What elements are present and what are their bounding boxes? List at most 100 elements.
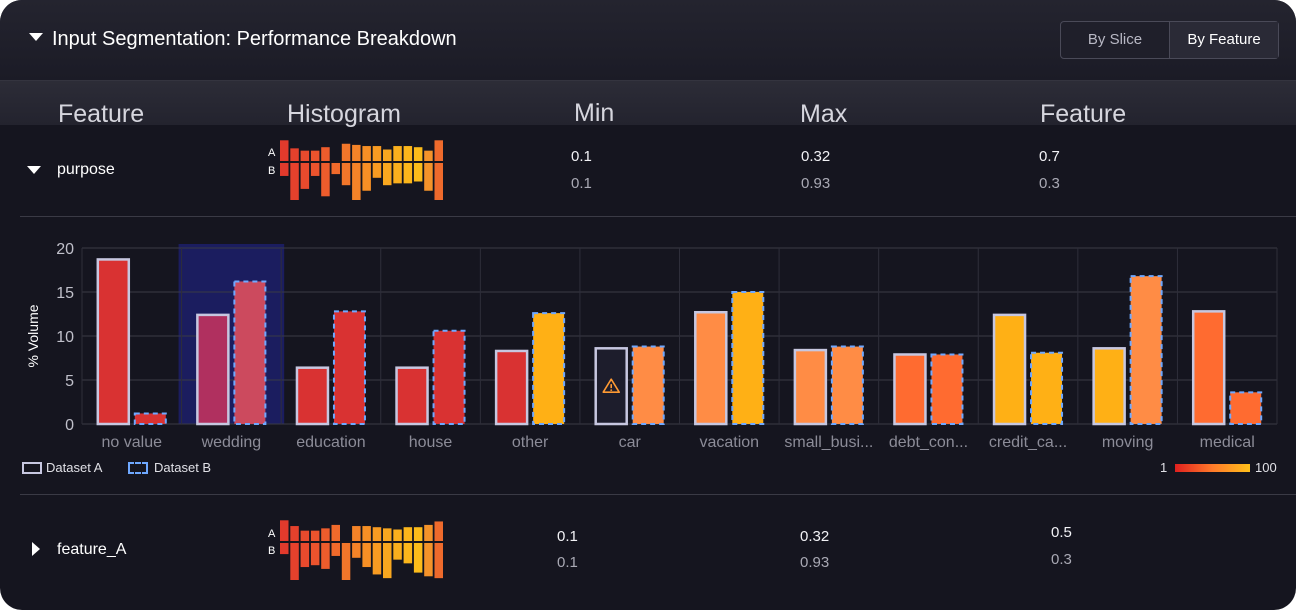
feature-value-b: 0.3 xyxy=(1039,175,1060,192)
hist-bar-b xyxy=(434,543,443,579)
y-tick-label: 20 xyxy=(56,241,74,258)
x-tick-label: credit_ca... xyxy=(989,434,1067,451)
hist-bar-a xyxy=(290,526,299,541)
collapse-triangle-icon[interactable] xyxy=(29,33,43,41)
bar-dataset-a[interactable] xyxy=(1191,310,1226,426)
hist-bar-a xyxy=(424,524,433,541)
feature-value-a: 0.7 xyxy=(1039,148,1060,165)
bar-dataset-a[interactable] xyxy=(694,310,728,426)
bar-dataset-a[interactable] xyxy=(594,347,628,426)
bar-dataset-a[interactable] xyxy=(96,258,131,426)
x-tick-label: education xyxy=(296,434,365,451)
bar-dataset-b[interactable] xyxy=(731,291,765,425)
by-slice-button[interactable]: By Slice xyxy=(1061,22,1170,58)
x-tick-label: car xyxy=(619,434,642,451)
hist-bar-b xyxy=(352,163,361,200)
bar-dataset-b[interactable] xyxy=(1030,351,1064,425)
row-divider xyxy=(20,216,1296,217)
hist-label-b: B xyxy=(268,545,276,557)
hist-bar-a xyxy=(403,146,413,161)
bar-dataset-a[interactable] xyxy=(992,313,1027,426)
min-value-b: 0.1 xyxy=(557,554,578,571)
y-tick-label: 5 xyxy=(65,373,74,390)
y-tick-label: 15 xyxy=(56,285,74,302)
hist-bar-b xyxy=(372,163,382,178)
bar-dataset-b[interactable] xyxy=(432,329,466,425)
hist-bar-a xyxy=(434,140,443,161)
hist-bar-b xyxy=(372,543,382,575)
bar-dataset-a[interactable] xyxy=(395,366,429,426)
hist-bar-b xyxy=(310,163,320,176)
hist-bar-b xyxy=(290,543,299,580)
purpose-mini-histogram xyxy=(280,140,443,200)
bar-dataset-b[interactable] xyxy=(1229,391,1263,426)
highlighted-category-band xyxy=(178,244,285,424)
y-tick-label: 0 xyxy=(65,417,74,434)
x-tick-label: medical xyxy=(1200,434,1255,451)
by-feature-button[interactable]: By Feature xyxy=(1170,22,1278,58)
bar-dataset-b[interactable] xyxy=(930,353,964,425)
hist-bar-b xyxy=(331,163,340,175)
hist-bar-a xyxy=(310,150,320,161)
expand-triangle-icon[interactable] xyxy=(27,166,41,174)
bar-dataset-a[interactable] xyxy=(196,313,230,426)
panel-title: Input Segmentation: Performance Breakdow… xyxy=(52,28,457,50)
bar-dataset-b[interactable] xyxy=(233,280,267,425)
row-name-purpose[interactable]: purpose xyxy=(57,161,115,178)
hist-bar-a xyxy=(310,530,320,541)
dataset-a-swatch xyxy=(22,462,42,474)
hist-bar-a xyxy=(393,529,402,541)
x-tick-label: debt_con... xyxy=(889,434,968,451)
x-tick-label: no value xyxy=(102,434,163,451)
row-name-feature-a[interactable]: feature_A xyxy=(57,541,127,558)
hist-bar-b xyxy=(393,543,402,560)
min-value-b: 0.1 xyxy=(571,175,592,192)
panel-header: Input Segmentation: Performance Breakdow… xyxy=(0,0,1296,81)
hist-bar-a xyxy=(300,150,310,161)
hist-bar-b xyxy=(434,163,443,200)
table-header xyxy=(0,81,1296,125)
hist-bar-a xyxy=(383,528,392,541)
row-divider xyxy=(20,494,1296,495)
x-tick-label: moving xyxy=(1102,434,1154,451)
column-header-min: Min xyxy=(574,99,615,127)
bar-dataset-a[interactable] xyxy=(1092,347,1126,426)
hist-bar-b xyxy=(300,163,310,189)
bar-dataset-a[interactable] xyxy=(793,348,828,426)
view-toggle: By Slice By Feature xyxy=(1060,21,1279,59)
hist-label-a: A xyxy=(268,147,276,159)
bar-dataset-b[interactable] xyxy=(332,310,366,425)
hist-bar-b xyxy=(280,163,289,176)
max-value-a: 0.32 xyxy=(800,528,830,545)
bar-dataset-b[interactable] xyxy=(631,345,665,425)
hist-bar-b xyxy=(300,543,310,568)
hist-bar-a xyxy=(290,148,299,161)
hist-bar-a xyxy=(352,144,361,161)
hist-bar-b xyxy=(383,163,392,186)
hist-bar-b xyxy=(393,163,402,184)
hist-bar-a xyxy=(321,528,330,541)
bar-dataset-b[interactable] xyxy=(133,412,167,426)
bar-dataset-a[interactable] xyxy=(295,366,330,426)
hist-bar-b xyxy=(413,163,423,182)
volume-bar-chart: 0 5 10 15 20 % Volume no value wedding education… xyxy=(25,241,1278,451)
min-value-a: 0.1 xyxy=(557,528,578,545)
hist-bar-b xyxy=(362,543,371,568)
column-header-feature: Feature xyxy=(58,100,145,128)
hist-bar-b xyxy=(362,163,371,191)
hist-bar-a xyxy=(372,146,382,161)
hist-bar-b xyxy=(280,543,289,555)
hist-bar-b xyxy=(424,543,433,577)
hist-bar-a xyxy=(393,146,402,161)
expand-triangle-icon[interactable] xyxy=(32,542,40,556)
bar-dataset-b[interactable] xyxy=(1129,275,1163,425)
y-axis-label: % Volume xyxy=(25,304,41,367)
hist-bar-b xyxy=(321,163,330,197)
color-scale-bar xyxy=(1175,464,1250,472)
bar-dataset-b[interactable] xyxy=(830,345,864,425)
bar-dataset-a[interactable] xyxy=(494,349,529,426)
bar-dataset-a[interactable] xyxy=(893,353,927,426)
dataset-b-swatch xyxy=(128,462,148,474)
bar-dataset-b[interactable] xyxy=(532,312,566,425)
